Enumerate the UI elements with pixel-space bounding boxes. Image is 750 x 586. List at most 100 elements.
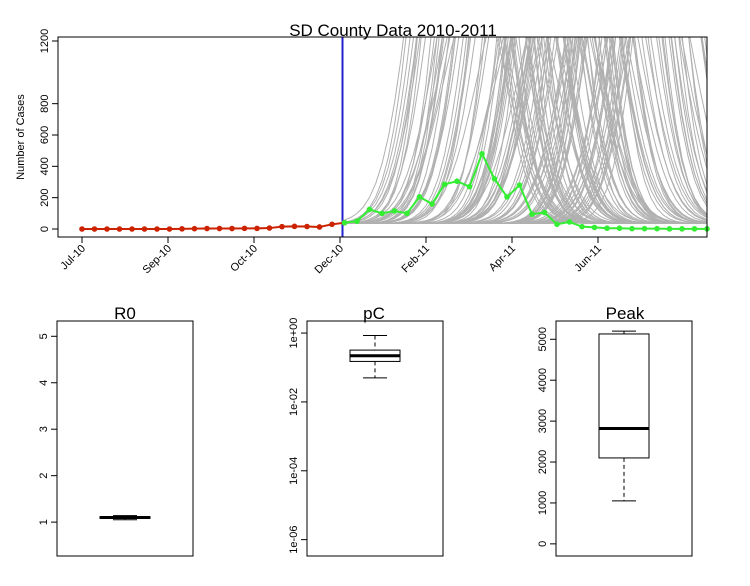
r0-y-axis: 1 2 3 4 5 (38, 333, 57, 525)
box-y-tick-label: 1000 (537, 491, 549, 515)
observed-forecast-point (566, 219, 573, 225)
observed-forecast-point (679, 226, 685, 232)
observed-fitted-point (191, 225, 198, 232)
observed-forecast-point (541, 209, 548, 216)
observed-forecast-point (466, 183, 473, 190)
observed-fitted-point (79, 226, 85, 232)
observed-fitted-point (329, 221, 335, 228)
main-y-tick-label: 0 (39, 226, 51, 232)
main-y-tick-label: 1200 (39, 29, 51, 53)
peak-boxplot-title: Peak (606, 304, 645, 323)
main-x-tick-label: Jul-10 (58, 243, 88, 273)
observed-forecast-point (516, 182, 523, 188)
simulation-curve (344, 37, 707, 224)
observed-fitted-point (141, 226, 148, 232)
observed-forecast-point (441, 181, 448, 188)
box-y-tick-label: 5000 (537, 327, 549, 351)
observed-forecast-point (404, 210, 410, 217)
r0-boxplot: R0 1 2 3 4 5 (38, 304, 194, 557)
main-x-tick-label: Apr-11 (487, 243, 518, 274)
main-y-axis-label: Number of Cases (15, 94, 27, 180)
main-x-tick-label: Oct-10 (228, 243, 260, 275)
observed-series (79, 151, 710, 232)
r0-boxplot-title: R0 (114, 304, 136, 323)
box-y-tick-label: 1e-06 (288, 526, 300, 554)
main-x-tick-label: Jun-11 (572, 243, 604, 275)
pc-box (349, 334, 401, 379)
observed-forecast-point (554, 221, 560, 228)
pc-plot-frame (306, 320, 444, 557)
box-y-tick-label: 1e-04 (288, 457, 300, 485)
simulation-curve (344, 37, 707, 224)
observed-forecast-point (479, 151, 485, 157)
observed-forecast-point (629, 225, 635, 232)
observed-fitted-point (179, 226, 185, 232)
main-y-tick-label: 800 (39, 94, 51, 112)
main-x-axis: Jul-10 Sep-10 Oct-10 Dec-10 Feb-11 Apr-11 Jun-… (58, 237, 604, 276)
box-y-tick-label: 2000 (537, 450, 549, 474)
main-chart-title: SD County Data 2010-2011 (289, 21, 497, 40)
observed-fitted-point (91, 226, 98, 232)
observed-fitted-point (154, 226, 160, 232)
observed-fitted-line (82, 221, 345, 230)
observed-fitted-point (304, 223, 310, 230)
interquartile-box (598, 333, 650, 459)
peak-plot-frame (555, 320, 693, 557)
r0-plot-frame (56, 320, 194, 557)
observed-fitted-point (241, 225, 248, 232)
box-y-tick-label: 0 (537, 541, 549, 547)
observed-forecast-point (529, 211, 535, 217)
box-y-tick-label: 3 (38, 426, 50, 432)
observed-forecast-point (429, 201, 435, 207)
observed-forecast-point (379, 210, 385, 217)
main-chart: SD County Data 2010-2011 0 200 400 600 800 12… (15, 21, 710, 276)
main-y-tick-label: 400 (39, 157, 51, 175)
observed-forecast-point (391, 208, 398, 214)
box-y-tick-label: 2 (38, 473, 50, 479)
observed-fitted-point (216, 225, 223, 232)
box-y-tick-label: 4 (38, 380, 50, 386)
r0-box (99, 515, 151, 521)
observed-forecast-point (341, 219, 348, 226)
observed-fitted-point (116, 226, 123, 232)
observed-forecast-point (416, 194, 423, 200)
pc-boxplot-title: pC (363, 304, 385, 323)
pc-y-axis: 1e-06 1e-04 1e-02 1e+00 (288, 318, 307, 554)
observed-forecast-point (491, 176, 498, 182)
box-y-tick-label: 1 (38, 519, 50, 525)
observed-fitted-point (254, 225, 260, 232)
peak-boxplot: Peak 0 1000 2000 3000 4000 5000 (537, 304, 693, 557)
peak-box (598, 330, 650, 502)
main-x-tick-label: Dec-10 (313, 243, 347, 277)
peak-y-axis: 0 1000 2000 3000 4000 5000 (537, 327, 556, 547)
main-y-tick-label: 600 (39, 126, 51, 144)
box-y-tick-label: 3000 (537, 409, 549, 433)
observed-forecast-point (654, 225, 660, 232)
observed-fitted-point (104, 226, 110, 232)
box-y-tick-label: 5 (38, 333, 50, 339)
observed-fitted-point (279, 223, 285, 230)
main-x-tick-label: Sep-10 (141, 243, 175, 277)
main-x-tick-label: Feb-11 (400, 243, 433, 276)
main-y-tick-label: 200 (39, 188, 51, 206)
observed-forecast-point (691, 226, 698, 232)
observed-forecast-point (604, 225, 610, 232)
observed-fitted-point (204, 225, 210, 232)
observed-fitted-point (229, 225, 235, 232)
main-y-axis: 0 200 400 600 800 1200 (39, 29, 58, 232)
observed-fitted-point (166, 226, 173, 232)
observed-forecast-point (354, 218, 360, 224)
observed-fitted-point (129, 226, 135, 232)
observed-fitted-point (266, 225, 273, 231)
observed-forecast-point (504, 194, 510, 200)
observed-forecast-point (641, 225, 648, 232)
observed-forecast-point (591, 224, 598, 231)
pc-boxplot: pC 1e-06 1e-04 1e-02 1e+00 (288, 304, 444, 557)
observed-forecast-point (616, 225, 623, 232)
observed-fitted-point (291, 223, 298, 230)
observed-forecast-point (579, 223, 585, 230)
observed-forecast-point (366, 206, 373, 213)
main-plot-frame (57, 36, 708, 238)
observed-fitted-point (316, 224, 323, 230)
